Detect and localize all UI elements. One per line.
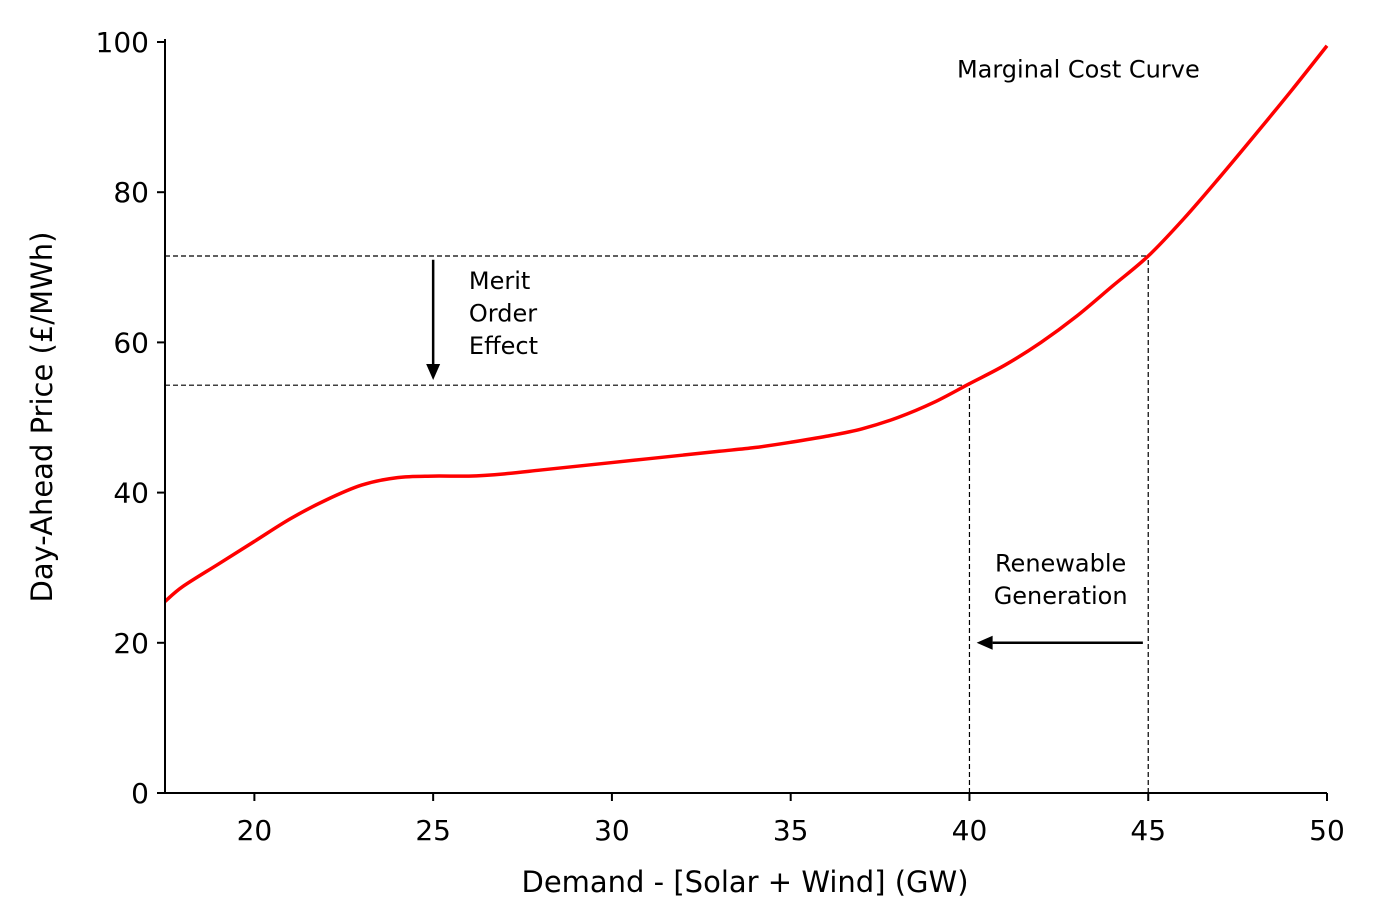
- x-tick-label: 30: [594, 814, 630, 847]
- annotation-line: Renewable: [995, 549, 1126, 577]
- annotation-line: Merit: [469, 267, 530, 295]
- annotation-line: Generation: [994, 582, 1128, 610]
- x-tick-label: 20: [237, 814, 273, 847]
- arrow-head: [426, 363, 441, 380]
- annotation-text: Marginal Cost Curve: [957, 55, 1200, 83]
- x-tick-label: 35: [773, 814, 809, 847]
- y-tick-label: 100: [96, 26, 149, 59]
- arrow-head: [976, 635, 993, 650]
- y-tick-label: 60: [113, 326, 149, 359]
- y-tick-label: 20: [113, 627, 149, 660]
- y-tick-label: 0: [131, 777, 149, 810]
- reference-lines: [165, 255, 1149, 793]
- marginal-cost-curve-line: [163, 44, 1329, 603]
- annotation-line: Order: [469, 300, 537, 328]
- annotations: Marginal Cost Curve Merit Order Effect Renew…: [469, 55, 1200, 610]
- annotation-text: Merit Order Effect: [469, 267, 538, 360]
- arrows-layer: [426, 259, 1143, 650]
- x-tick-label: 45: [1130, 814, 1166, 847]
- annotation-line: Effect: [469, 332, 538, 360]
- y-tick-label: 40: [113, 477, 149, 510]
- series-layer: [163, 44, 1329, 603]
- x-tick-label: 40: [952, 814, 988, 847]
- y-ticks: 0 20 40 60 80 100: [96, 26, 165, 810]
- y-tick-label: 80: [113, 176, 149, 209]
- x-axis-title: Demand - [Solar + Wind] (GW): [521, 865, 968, 899]
- y-axis-title: Day-Ahead Price (£/MWh): [25, 232, 59, 603]
- x-tick-label: 25: [415, 814, 451, 847]
- annotation-text: Renewable Generation: [994, 549, 1128, 610]
- annotation-line: Marginal Cost Curve: [957, 55, 1200, 83]
- axes: [164, 39, 1327, 794]
- x-tick-label: 50: [1309, 814, 1345, 847]
- x-ticks: 20 25 30 35 40 45 50: [237, 793, 1345, 847]
